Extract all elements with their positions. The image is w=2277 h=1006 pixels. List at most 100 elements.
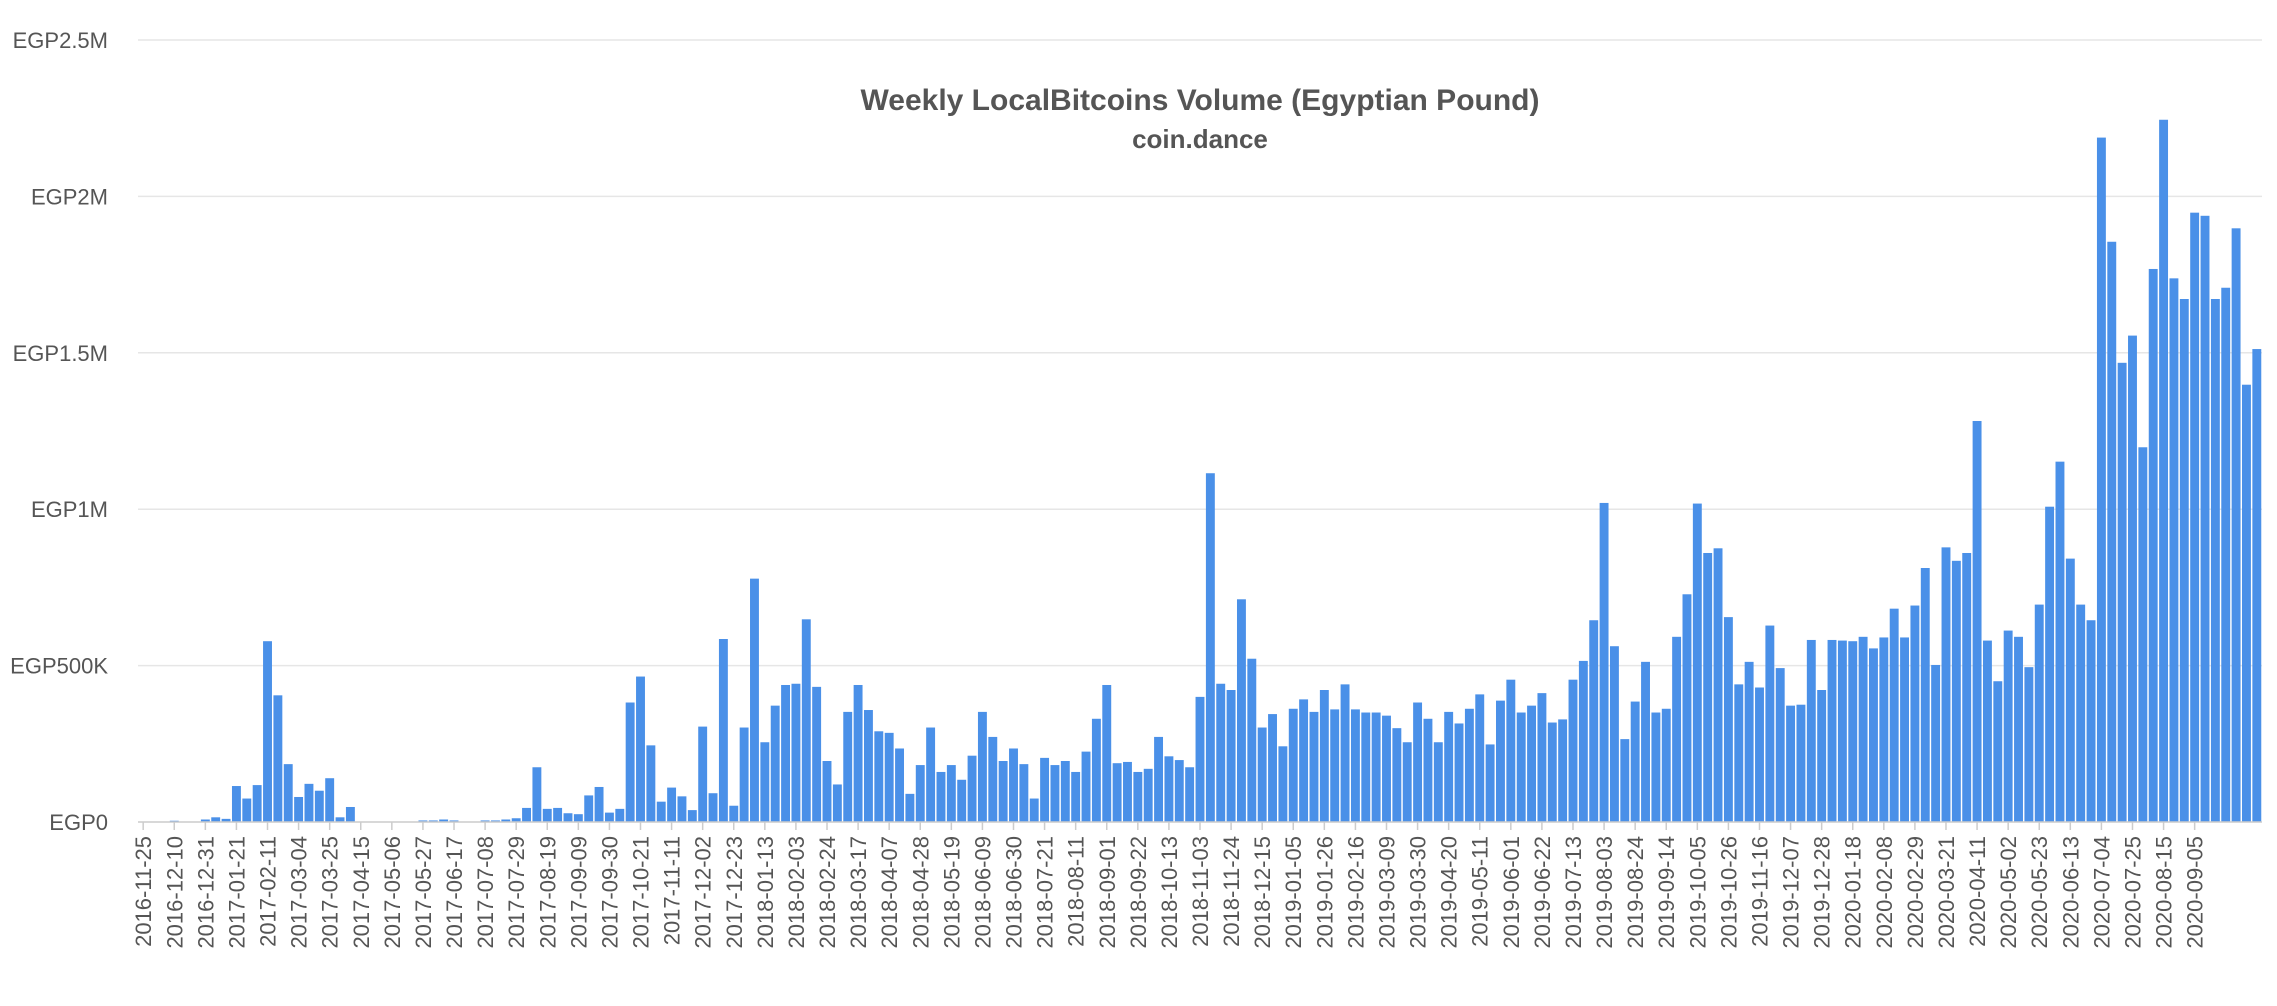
bar[interactable] <box>998 761 1008 822</box>
bar[interactable] <box>1869 648 1878 822</box>
bar[interactable] <box>646 745 656 822</box>
bar[interactable] <box>812 686 822 822</box>
bar[interactable] <box>604 812 614 822</box>
bar[interactable] <box>1257 727 1267 822</box>
bar[interactable] <box>418 820 428 822</box>
bar[interactable] <box>1641 661 1650 822</box>
bar[interactable] <box>2138 447 2148 822</box>
bar[interactable] <box>1299 699 1309 822</box>
bar[interactable] <box>594 786 604 822</box>
bar[interactable] <box>2210 299 2220 822</box>
bar[interactable] <box>1123 761 1132 822</box>
bar[interactable] <box>325 778 335 822</box>
bar[interactable] <box>522 807 531 822</box>
bar[interactable] <box>770 705 780 822</box>
bar[interactable] <box>1216 683 1226 822</box>
bar[interactable] <box>1951 560 1961 822</box>
bar[interactable] <box>936 771 946 822</box>
bar[interactable] <box>1817 690 1827 822</box>
bar[interactable] <box>843 711 853 822</box>
bar[interactable] <box>200 819 210 823</box>
bar[interactable] <box>542 808 552 822</box>
bar[interactable] <box>221 818 231 822</box>
bar[interactable] <box>1755 687 1764 823</box>
bar[interactable] <box>2159 119 2169 822</box>
bar[interactable] <box>1982 640 1992 822</box>
bar[interactable] <box>853 684 863 822</box>
bar[interactable] <box>1786 705 1796 822</box>
bar[interactable] <box>511 818 521 822</box>
bar[interactable] <box>1661 708 1671 822</box>
bar[interactable] <box>1350 709 1360 822</box>
bar[interactable] <box>294 796 304 822</box>
bar[interactable] <box>314 790 324 822</box>
bar[interactable] <box>1164 756 1174 822</box>
bar[interactable] <box>667 787 677 822</box>
bar[interactable] <box>242 798 252 822</box>
bar[interactable] <box>1589 620 1599 822</box>
bar[interactable] <box>2055 461 2065 822</box>
bar[interactable] <box>1527 705 1537 822</box>
bar[interactable] <box>1682 594 1692 822</box>
bar[interactable] <box>439 819 449 823</box>
bar[interactable] <box>1102 684 1112 822</box>
bar[interactable] <box>1848 641 1858 822</box>
bar[interactable] <box>1464 708 1474 822</box>
bar[interactable] <box>739 727 749 822</box>
bar[interactable] <box>1423 718 1433 822</box>
bar[interactable] <box>1029 798 1039 822</box>
bar[interactable] <box>2200 215 2210 823</box>
bar[interactable] <box>656 801 666 822</box>
bar[interactable] <box>1330 709 1340 822</box>
bar[interactable] <box>832 784 842 822</box>
bar[interactable] <box>957 779 967 822</box>
bar[interactable] <box>1827 639 1837 822</box>
bar[interactable] <box>1765 625 1775 822</box>
bar[interactable] <box>263 641 272 822</box>
bar[interactable] <box>1185 767 1195 822</box>
bar[interactable] <box>480 820 490 822</box>
bar[interactable] <box>2096 137 2106 823</box>
bar[interactable] <box>345 806 355 822</box>
bar[interactable] <box>863 710 873 822</box>
bar[interactable] <box>2190 212 2200 823</box>
bar[interactable] <box>1910 605 1920 822</box>
bar[interactable] <box>1920 568 1930 822</box>
bar[interactable] <box>2169 278 2179 823</box>
bar[interactable] <box>615 808 625 822</box>
bar[interactable] <box>1941 547 1951 822</box>
bar[interactable] <box>2065 558 2075 822</box>
bar[interactable] <box>698 726 708 822</box>
bar[interactable] <box>1247 658 1257 822</box>
bar[interactable] <box>1806 639 1816 822</box>
bar[interactable] <box>1091 718 1101 822</box>
bar[interactable] <box>573 814 583 822</box>
bar[interactable] <box>335 817 345 822</box>
bar[interactable] <box>1205 473 1215 822</box>
bar[interactable] <box>1609 646 1619 822</box>
bar[interactable] <box>1744 661 1754 822</box>
bar[interactable] <box>304 783 314 822</box>
bar[interactable] <box>905 793 915 822</box>
bar[interactable] <box>2086 620 2096 822</box>
bar[interactable] <box>895 748 904 822</box>
bar[interactable] <box>1288 708 1298 822</box>
bar[interactable] <box>708 793 718 822</box>
bar[interactable] <box>1900 637 1909 822</box>
bar[interactable] <box>252 785 262 822</box>
bar[interactable] <box>563 813 573 822</box>
bar[interactable] <box>1506 679 1516 822</box>
bar[interactable] <box>1444 711 1454 822</box>
bar[interactable] <box>2221 287 2231 822</box>
bar[interactable] <box>1703 552 1713 822</box>
bar[interactable] <box>1568 679 1578 822</box>
bar[interactable] <box>1268 714 1277 822</box>
bar[interactable] <box>2076 604 2086 822</box>
bar[interactable] <box>2045 506 2055 822</box>
bar[interactable] <box>718 639 728 822</box>
bar[interactable] <box>2003 630 2013 822</box>
bar[interactable] <box>1195 696 1205 822</box>
bar[interactable] <box>687 810 697 822</box>
bar[interactable] <box>1454 723 1464 822</box>
bar[interactable] <box>1112 763 1122 822</box>
